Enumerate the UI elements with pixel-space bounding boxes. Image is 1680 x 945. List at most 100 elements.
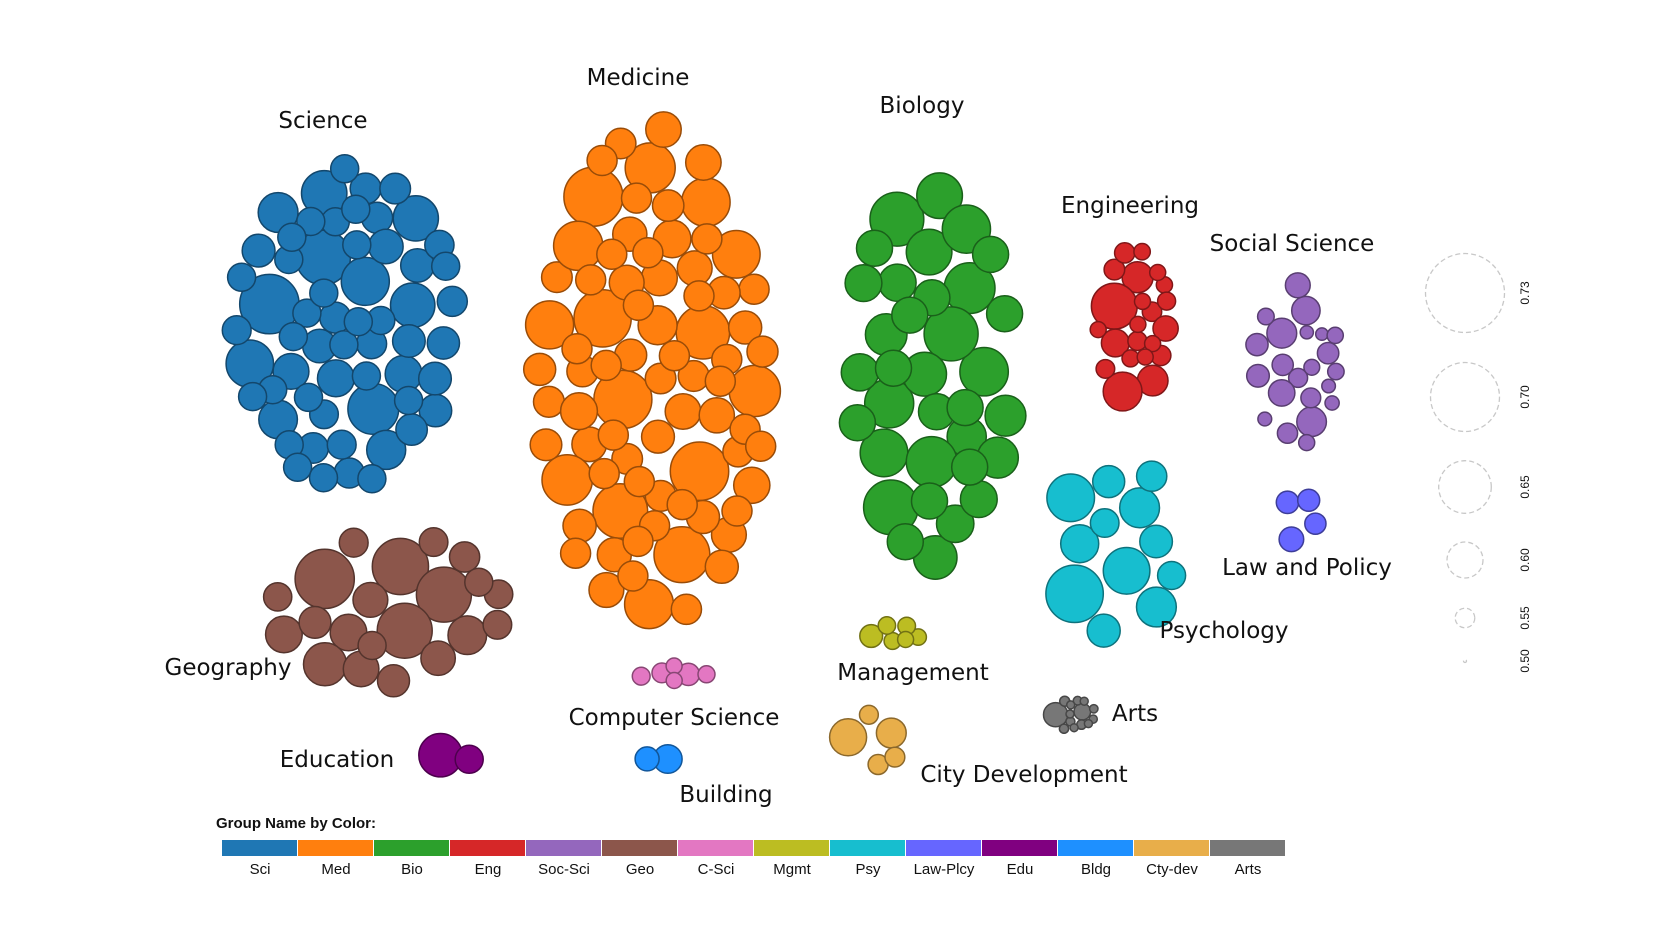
soc-bubble [1316,341,1340,365]
psy-bubble [1135,586,1178,628]
med-bubble [562,508,597,544]
geo-legend-label: Geo [626,861,654,878]
geo-bubble [376,664,411,698]
sci-bubble [292,298,322,328]
edu-cluster-label: Education [280,747,395,773]
bio-bubble [844,263,883,303]
city-cluster-label: City Development [920,762,1127,788]
bio-bubble [959,479,998,519]
sci-bubble [347,382,400,436]
soc-bubble [1326,362,1345,381]
edu-legend-label: Edu [1007,861,1034,878]
arts-bubble [1088,703,1099,714]
med-bubble [574,264,607,296]
size-legend-circle [1438,460,1492,514]
sci-bubble [393,385,424,416]
geo-bubble [338,527,369,558]
mgmt-bubble [877,616,897,635]
soc-bubble [1324,395,1340,411]
law-bubble [1296,488,1321,513]
med-bubble [588,571,625,609]
mgmt-bubble [859,623,884,649]
sci-bubble [343,306,374,337]
geo-bubble [464,567,494,597]
sci-bubble [277,222,307,253]
med-bubble [532,385,566,418]
med-bubble [552,220,604,272]
arts-bubble [1065,700,1076,710]
law-bubble [1278,526,1305,553]
eng-bubble [1148,263,1167,282]
size-legend-circle [1424,252,1506,334]
geo-bubble [298,605,332,640]
psy-legend-swatch [830,840,905,856]
sci-bubble [241,233,276,268]
size-legend-value: 0.60 [1518,548,1532,572]
bio-cluster-label: Biology [880,93,965,119]
city-bubble [884,746,906,768]
bio-bubble [985,294,1024,333]
med-bubble [666,488,698,521]
size-legend-circle [1446,541,1484,579]
eng-bubble [1089,320,1107,339]
med-cluster-label: Medicine [587,65,690,91]
sci-bubble [436,285,469,318]
law-bubble [1304,512,1327,536]
med-bubble [622,289,655,322]
soc-bubble [1297,433,1316,452]
size-legend-value: 0.65 [1518,475,1532,499]
soc-cluster-label: Social Science [1210,231,1375,257]
soc-bubble [1287,367,1309,389]
csci-legend-label: C-Sci [698,861,735,878]
arts-legend-swatch [1210,840,1285,856]
med-bubble [597,419,630,451]
med-bubble [670,593,703,626]
size-legend-value: 0.70 [1518,385,1532,409]
soc-bubble [1296,406,1328,438]
bio-bubble [984,394,1027,437]
geo-legend-swatch [602,840,677,856]
sci-bubble [395,413,429,447]
bldg-bubble [634,746,660,772]
eng-bubble [1143,334,1162,353]
soc-bubble [1256,307,1275,326]
psy-bubble [1086,613,1121,648]
soc-bubble [1284,272,1311,299]
med-bubble [711,229,761,279]
geo-bubble [294,548,356,610]
arts-bubble [1073,702,1092,721]
eng-bubble [1133,242,1152,261]
med-bubble [680,177,731,228]
sci-bubble [226,262,257,293]
sci-bubble [365,429,407,471]
geo-bubble [371,537,430,596]
bldg-legend-label: Bldg [1081,861,1111,878]
soc-bubble [1299,324,1315,340]
geo-bubble [262,582,293,612]
med-bubble [590,349,622,382]
med-bubble [561,332,593,365]
psy-bubble [1118,487,1161,529]
arts-legend-label: Arts [1235,861,1262,878]
city-bubble [828,718,868,757]
soc-bubble [1303,358,1321,376]
bio-bubble [905,435,958,488]
sci-bubble [316,359,356,398]
soc-bubble [1245,332,1269,357]
csci-bubble [665,671,683,690]
bio-bubble [891,296,929,334]
city-legend-swatch [1134,840,1209,856]
bio-bubble [855,229,894,267]
sci-bubble [351,361,382,391]
sci-bubble [341,194,371,225]
sci-bubble [296,206,326,237]
med-bubble [683,280,715,312]
city-bubble [875,717,907,749]
bio-bubble [959,346,1010,397]
csci-bubble [665,657,683,675]
med-bubble [746,335,779,368]
med-bubble [541,453,594,506]
bio-bubble [840,352,880,392]
med-legend-label: Med [321,861,350,878]
